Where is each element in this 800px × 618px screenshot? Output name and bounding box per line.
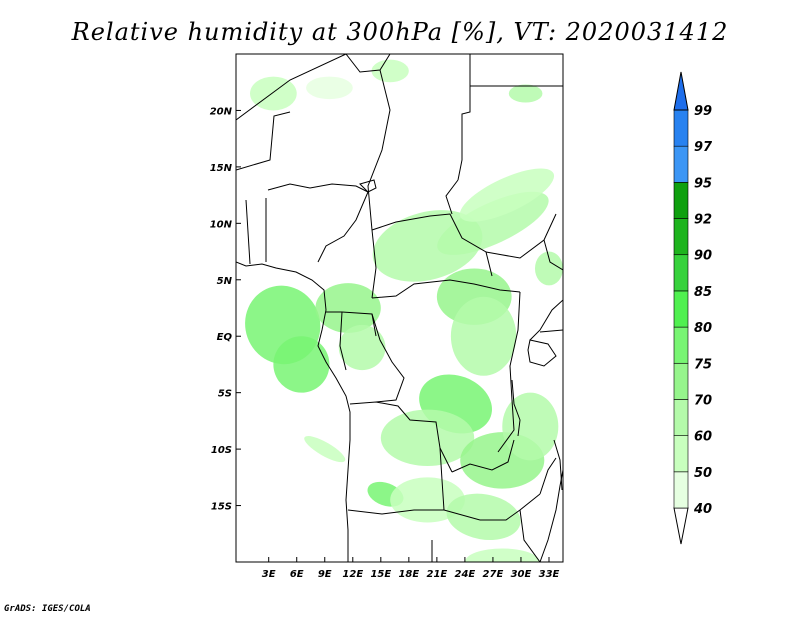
lon-tick-label: 15E xyxy=(370,569,391,580)
lake-malawi xyxy=(553,439,563,491)
colorbar-label: 85 xyxy=(694,285,712,300)
coastline-west xyxy=(236,261,351,562)
border-niger-chad xyxy=(367,69,391,231)
humidity-patch xyxy=(390,477,465,523)
border-ssudan-ethiopia xyxy=(543,239,563,271)
lon-tick-label: 21E xyxy=(426,569,447,580)
lat-tick-label: 10S xyxy=(211,445,232,456)
colorbar-segment xyxy=(673,435,689,473)
humidity-patch xyxy=(304,436,346,463)
humidity-patch xyxy=(502,392,559,461)
humidity-fill-layer xyxy=(245,59,563,562)
humidity-patch xyxy=(446,493,521,541)
colorbar-segment xyxy=(673,362,689,400)
lon-tick-label: 27E xyxy=(483,569,504,580)
colorbar-segment xyxy=(673,399,689,436)
colorbar-label: 75 xyxy=(694,357,712,372)
border-drc-zambia xyxy=(451,439,515,473)
border-drc-tanzania xyxy=(497,399,515,453)
lon-tick-label: 12E xyxy=(342,569,363,580)
border-togo xyxy=(245,199,251,265)
humidity-patch xyxy=(534,251,563,286)
border-cameroon-gabon xyxy=(326,311,377,337)
colorbar-label: 70 xyxy=(694,393,712,408)
colorbar-label: 90 xyxy=(694,249,712,264)
lon-tick-label: 30E xyxy=(511,569,532,580)
humidity-patch xyxy=(250,76,297,111)
humidity-patch xyxy=(306,76,353,100)
colorbar-high-arrow xyxy=(673,71,689,111)
lake-chad xyxy=(359,179,377,193)
humidity-patch xyxy=(459,168,555,222)
colorbar-segment xyxy=(673,182,689,219)
border-cameroon-car xyxy=(371,229,377,299)
border-gabon-congo xyxy=(339,311,347,371)
border-congo-drc xyxy=(371,313,405,403)
lake-tanganyika xyxy=(511,379,521,437)
border-nigeria-cameroon xyxy=(317,191,369,263)
colorbar: 40 50 60 70 75 80 85 90 92 95 97 99 xyxy=(673,71,713,545)
country-borders xyxy=(236,54,563,562)
humidity-patch xyxy=(380,409,475,467)
border-zambia-mozambique xyxy=(539,457,557,495)
grads-credit: GrADS: IGES/COLA xyxy=(4,604,91,614)
lat-tick-label: 20N xyxy=(210,106,233,117)
humidity-patch xyxy=(437,191,549,255)
border-uganda-kenya xyxy=(529,299,563,341)
map-axes: 3E 6E 9E 12E 15E 18E 21E 24E 27E 30E 33E 20N 15N 10N 5… xyxy=(210,106,560,580)
border-angola-namibia xyxy=(347,509,481,521)
lon-tick-label: 18E xyxy=(398,569,419,580)
border-zimbabwe xyxy=(519,509,541,562)
border-algeria-libya xyxy=(236,54,347,121)
humidity-patch xyxy=(273,336,330,393)
border-chad-sudan xyxy=(445,179,459,215)
colorbar-label: 95 xyxy=(694,176,712,191)
map-frame xyxy=(235,53,564,563)
lon-tick-label: 33E xyxy=(539,569,560,580)
colorbar-label: 60 xyxy=(694,430,712,445)
border-angola-zambia xyxy=(439,447,445,511)
border-mali-niger xyxy=(236,111,291,171)
lat-tick-label: 5S xyxy=(218,389,232,400)
chart-title: Relative humidity at 300hPa [%], VT: 202… xyxy=(71,18,729,46)
lake-victoria xyxy=(527,339,557,367)
humidity-patch xyxy=(315,283,381,333)
colorbar-segment xyxy=(673,290,689,328)
colorbar-segment xyxy=(673,109,689,147)
lat-tick-label: 10N xyxy=(210,219,233,230)
lon-tick-label: 9E xyxy=(318,569,332,580)
border-niger-libya xyxy=(345,54,391,73)
humidity-patch xyxy=(508,84,543,103)
humidity-patch xyxy=(371,59,409,83)
humidity-patch xyxy=(450,296,517,376)
border-zambia-zimbabwe xyxy=(480,493,541,521)
humidity-patch xyxy=(338,324,386,371)
colorbar-low-arrow xyxy=(673,507,689,545)
lat-tick-label: EQ xyxy=(217,332,233,343)
lat-tick-label: 15N xyxy=(210,163,233,174)
colorbar-segment xyxy=(673,254,689,292)
lon-tick-label: 6E xyxy=(290,569,304,580)
colorbar-segment xyxy=(673,471,689,509)
colorbar-label: 97 xyxy=(694,140,713,155)
border-sudan-ssudan xyxy=(485,213,557,259)
colorbar-label: 99 xyxy=(694,104,712,119)
lat-tick-label: 5N xyxy=(217,276,233,287)
colorbar-label: 50 xyxy=(694,466,712,481)
colorbar-segment xyxy=(673,218,689,256)
border-kenya xyxy=(539,329,563,333)
lon-tick-label: 24E xyxy=(455,569,476,580)
colorbar-label: 92 xyxy=(694,213,712,228)
border-libya-egypt xyxy=(457,54,471,181)
colorbar-segment xyxy=(673,326,689,364)
colorbar-label: 40 xyxy=(693,502,712,517)
colorbar-segment xyxy=(673,145,689,183)
border-car-drc xyxy=(371,279,521,299)
lat-tick-label: 15S xyxy=(211,502,232,513)
border-niger-nigeria xyxy=(267,183,369,193)
colorbar-label: 80 xyxy=(694,321,712,336)
lon-tick-label: 3E xyxy=(262,569,276,580)
border-drc-uganda xyxy=(509,291,521,401)
